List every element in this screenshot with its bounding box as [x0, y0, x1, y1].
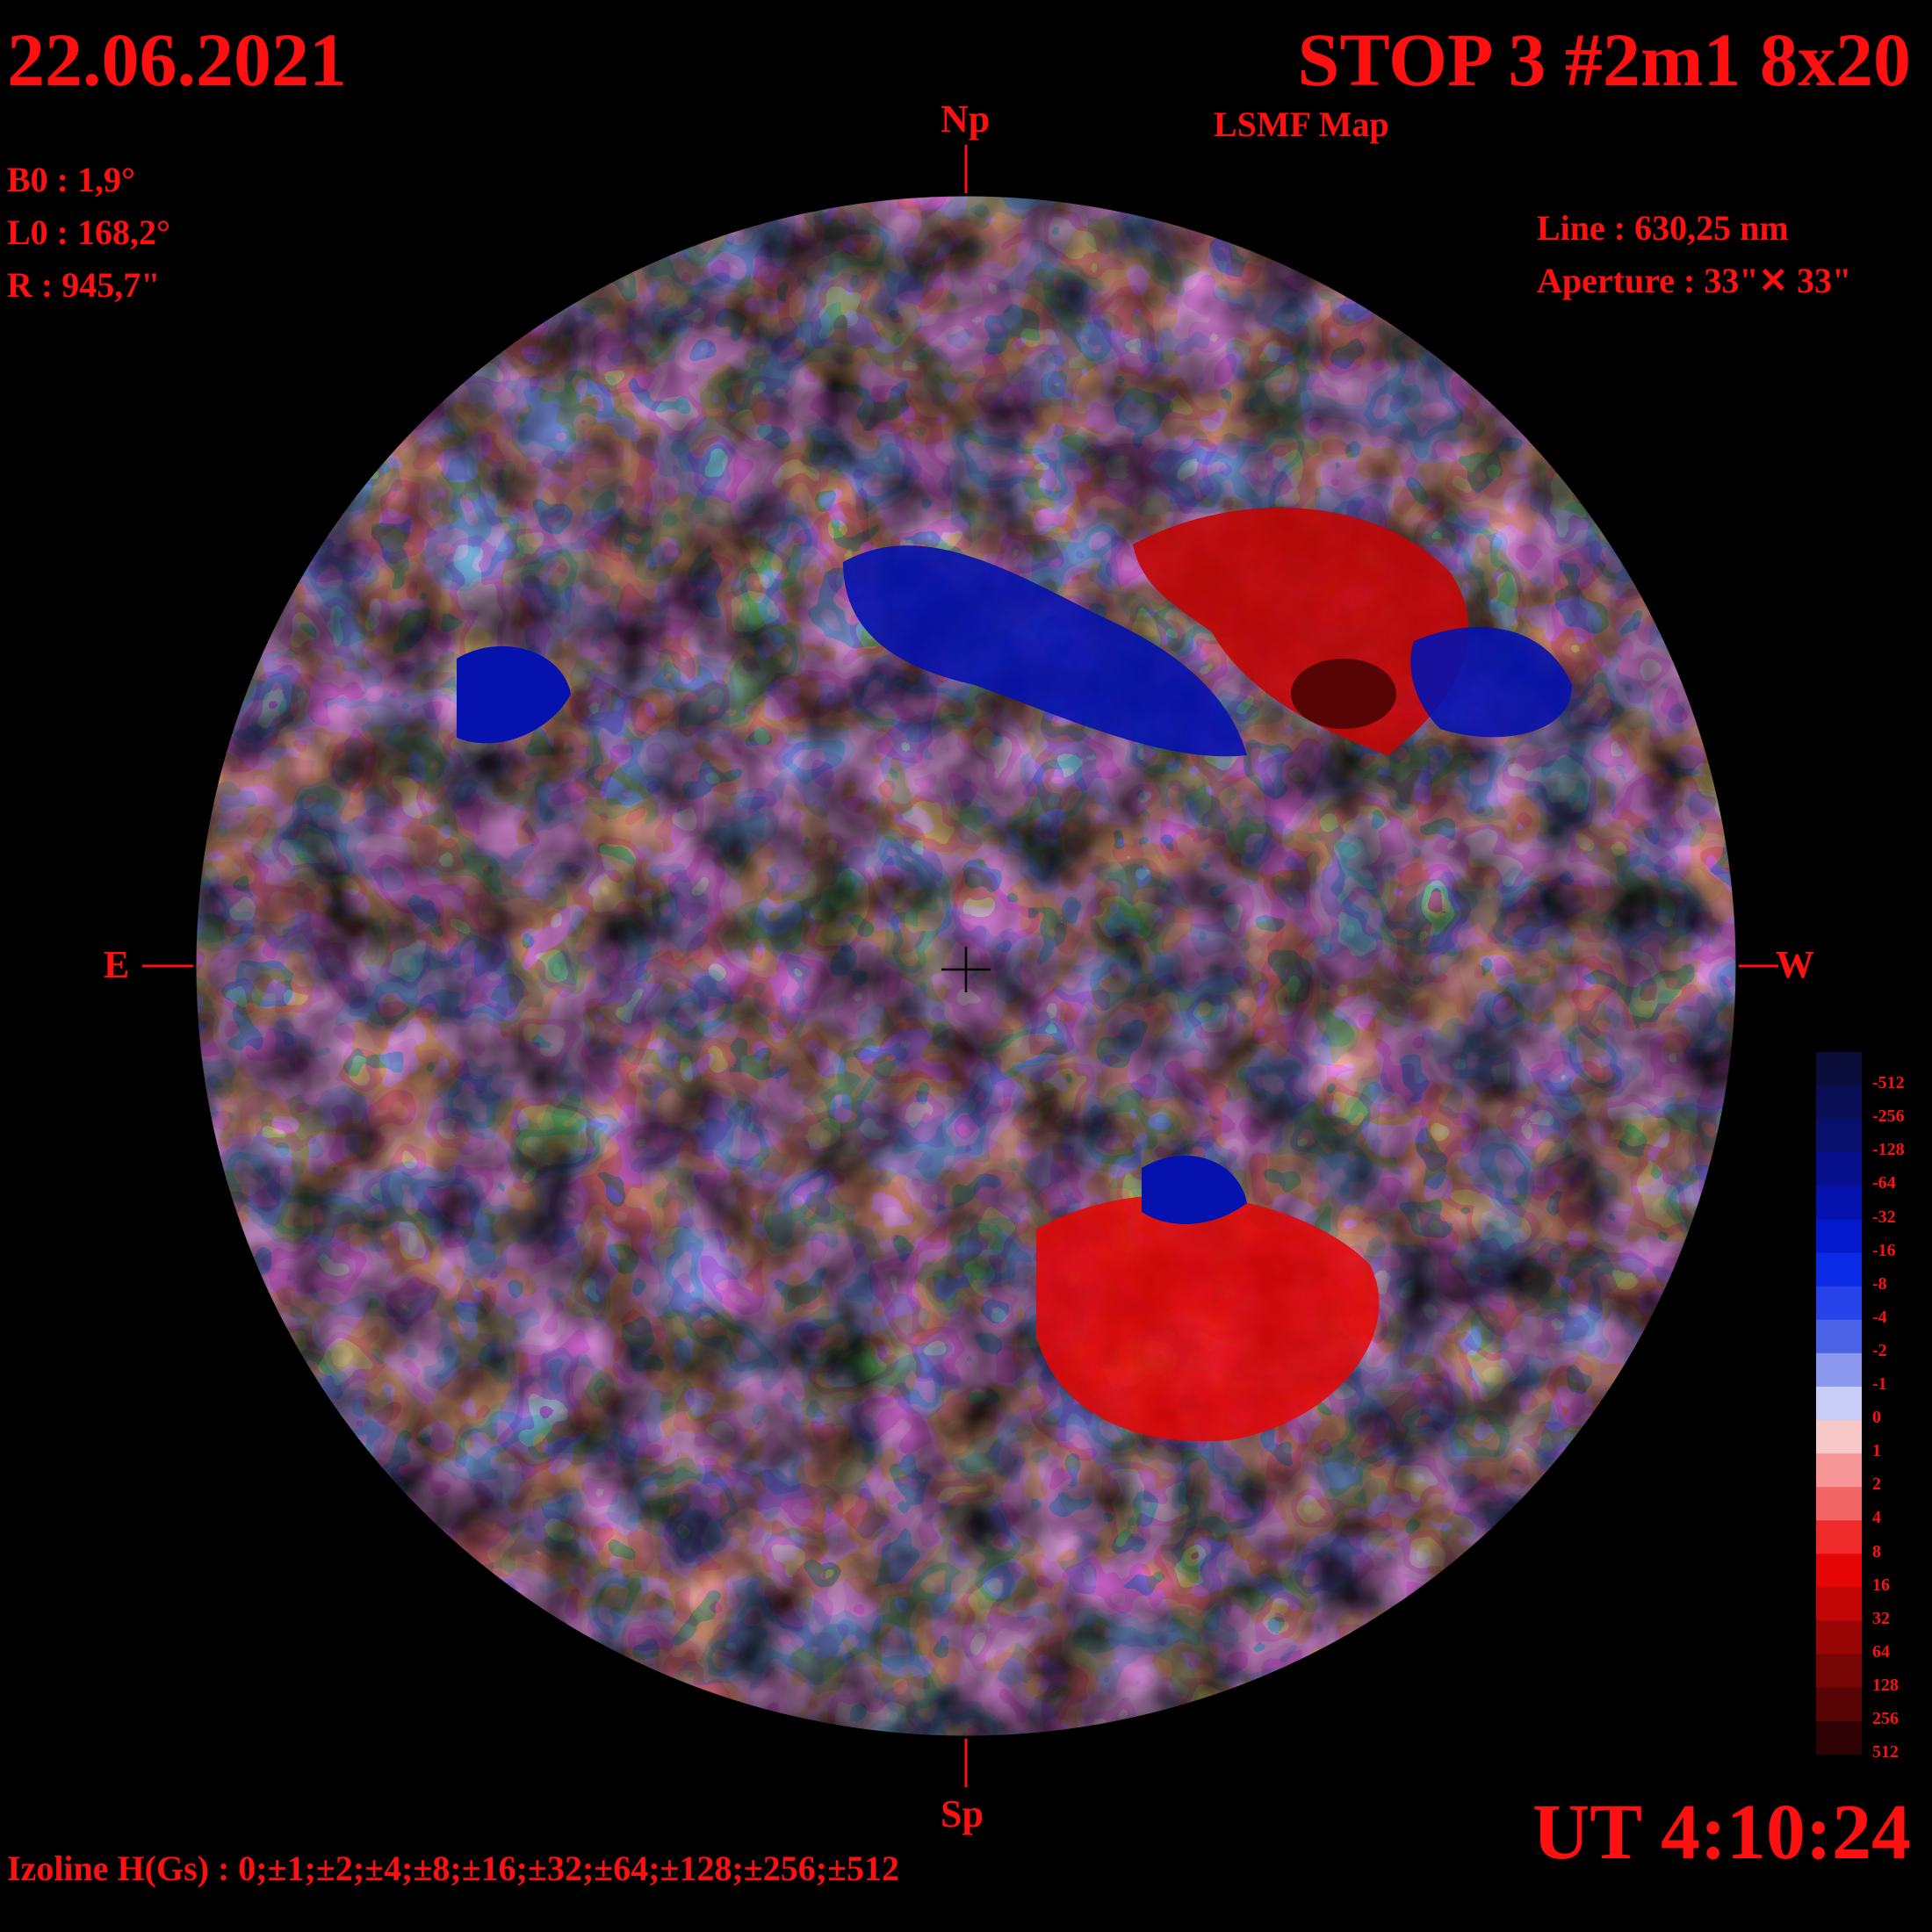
scale-label: -256 — [1872, 1107, 1905, 1127]
scale-label: 16 — [1872, 1575, 1890, 1595]
scale-swatch — [1816, 1587, 1862, 1622]
l0-param: L0 : 168,2° — [7, 213, 170, 252]
scale-label: 4 — [1872, 1508, 1881, 1528]
scale-swatch — [1816, 1654, 1862, 1689]
scale-swatch — [1816, 1487, 1862, 1521]
north-pole-label: Np — [941, 97, 991, 141]
scale-label: 1 — [1872, 1441, 1881, 1461]
scale-swatch — [1816, 1152, 1862, 1186]
scale-swatch — [1816, 1386, 1862, 1421]
scale-label: 0 — [1872, 1408, 1881, 1428]
color-scale-bar — [1816, 1052, 1862, 1755]
scale-swatch — [1816, 1286, 1862, 1321]
south-pole-label: Sp — [941, 1792, 984, 1835]
scale-label: 512 — [1872, 1742, 1899, 1763]
instrument-parameters: Line : 630,25 nm Aperture : 33"✕ 33" — [1537, 202, 1851, 307]
scale-label: 128 — [1872, 1675, 1899, 1695]
scale-label: -16 — [1872, 1240, 1896, 1260]
positive-region-south — [1036, 1194, 1380, 1442]
scale-label: 8 — [1872, 1541, 1881, 1561]
scale-label: -1 — [1872, 1374, 1887, 1395]
observation-date: 22.06.2021 — [7, 18, 347, 102]
field-pattern — [196, 196, 1736, 1736]
negative-region-north — [843, 545, 1247, 757]
scale-label: -32 — [1872, 1207, 1896, 1227]
scale-swatch — [1816, 1119, 1862, 1153]
scale-label: -64 — [1872, 1173, 1896, 1193]
scale-swatch — [1816, 1319, 1862, 1354]
aperture-param: Aperture : 33"✕ 33" — [1537, 261, 1852, 300]
line-param: Line : 630,25 nm — [1537, 208, 1789, 248]
scale-swatch — [1816, 1453, 1862, 1488]
scale-label: 32 — [1872, 1608, 1890, 1628]
east-label: E — [104, 943, 130, 986]
scale-swatch — [1816, 1554, 1862, 1589]
scale-label: 256 — [1872, 1709, 1899, 1728]
west-label: W — [1776, 943, 1814, 986]
scale-swatch — [1816, 1687, 1862, 1722]
scale-swatch — [1816, 1352, 1862, 1388]
solar-parameters: B0 : 1,9° L0 : 168,2° R : 945,7" — [7, 154, 170, 312]
scale-swatch — [1816, 1186, 1862, 1220]
map-title: STOP 3 #2m1 8x20 — [1297, 18, 1911, 102]
scale-swatch — [1816, 1420, 1862, 1454]
b0-param: B0 : 1,9° — [7, 160, 135, 199]
scale-label: -8 — [1872, 1273, 1887, 1294]
observation-time: UT 4:10:24 — [1532, 1789, 1911, 1876]
radius-param: R : 945,7" — [7, 265, 161, 305]
scale-swatch — [1816, 1720, 1862, 1755]
scale-swatch — [1816, 1052, 1862, 1086]
scale-label: 2 — [1872, 1474, 1881, 1495]
scale-label: -512 — [1872, 1073, 1905, 1093]
scale-swatch — [1816, 1620, 1862, 1655]
scale-label: -2 — [1872, 1340, 1887, 1360]
positive-core — [1291, 659, 1396, 729]
scale-swatch — [1816, 1085, 1862, 1120]
negative-region-south — [1142, 1155, 1247, 1224]
isoline-legend: Izoline H(Gs) : 0;±1;±2;±4;±8;±16;±32;±6… — [7, 1849, 900, 1888]
scale-swatch — [1816, 1252, 1862, 1287]
negative-region-west-limb — [457, 645, 571, 744]
negative-region-east — [1410, 627, 1572, 738]
scale-label: -128 — [1872, 1140, 1905, 1160]
scale-label: 64 — [1872, 1641, 1890, 1662]
map-subtitle: LSMF Map — [1214, 105, 1389, 144]
scale-swatch — [1816, 1219, 1862, 1254]
scale-swatch — [1816, 1520, 1862, 1554]
scale-label: -4 — [1872, 1307, 1887, 1327]
